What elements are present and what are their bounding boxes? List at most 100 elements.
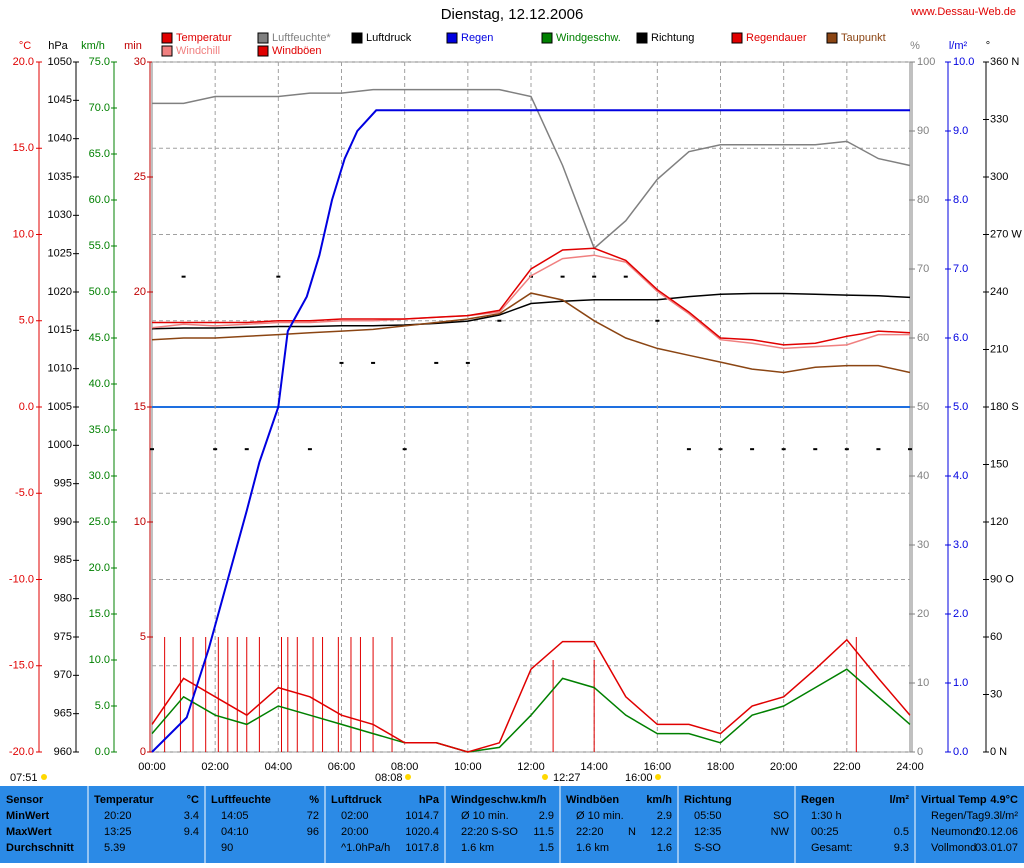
y-tick-label: 360 N: [990, 56, 1019, 68]
axis-title: %: [910, 40, 920, 52]
series-line: [151, 254, 910, 350]
table-cell: Durchschnitt: [6, 842, 74, 854]
axis-title: °C: [19, 40, 31, 52]
y-tick-label: 1010: [48, 363, 72, 375]
table-cell: Neumond: [931, 826, 979, 838]
y-tick-label: 20.0: [13, 56, 34, 68]
direction-dot: [465, 361, 470, 364]
y-tick-label: 6.0: [953, 332, 968, 344]
annotation: 07:51: [10, 772, 38, 784]
y-tick-label: 45.0: [89, 332, 110, 344]
table-cell: 13:25: [104, 826, 132, 838]
table-cell: 5.39: [104, 842, 125, 854]
table-cell: 9.3l/m²: [984, 810, 1018, 822]
y-tick-label: -5.0: [15, 487, 34, 499]
x-tick-label: 16:00: [644, 761, 672, 773]
table-cell: SO: [773, 810, 789, 822]
y-tick-label: 25: [134, 171, 146, 183]
y-tick-label: 15.0: [13, 142, 34, 154]
direction-dot: [402, 448, 407, 451]
y-tick-label: 0: [140, 746, 146, 758]
legend-swatch: [161, 32, 173, 44]
direction-dot: [592, 275, 597, 278]
y-tick-label: 60.0: [89, 194, 110, 206]
y-tick-label: 20: [917, 608, 929, 620]
x-tick-label: 18:00: [707, 761, 735, 773]
y-tick-label: 150: [990, 458, 1008, 470]
table-cell: 0.5: [894, 826, 909, 838]
y-tick-label: 70: [917, 263, 929, 275]
y-tick-label: 7.0: [953, 263, 968, 275]
direction-dot: [339, 361, 344, 364]
y-tick-label: 1040: [48, 133, 72, 145]
x-tick-label: 02:00: [201, 761, 229, 773]
y-tick-label: 75.0: [89, 56, 110, 68]
series-line: [151, 109, 910, 753]
sun-marker: [542, 774, 548, 780]
y-tick-label: 8.0: [953, 194, 968, 206]
legend-label: Windchill: [176, 45, 220, 57]
table-cell: 2.9: [657, 810, 672, 822]
y-tick-label: 50.0: [89, 286, 110, 298]
y-tick-label: 0.0: [95, 746, 110, 758]
y-tick-label: -20.0: [9, 746, 34, 758]
y-tick-label: 960: [54, 746, 72, 758]
y-tick-label: 1030: [48, 209, 72, 221]
y-tick-label: 9.0: [953, 125, 968, 137]
y-tick-label: 0.0: [953, 746, 968, 758]
direction-dot: [876, 448, 881, 451]
table-cell: 20.12.06: [975, 826, 1018, 838]
y-tick-label: 1050: [48, 56, 72, 68]
table-cell: 1.6 km: [576, 842, 609, 854]
table-cell: 1014.7: [405, 810, 439, 822]
direction-dot: [750, 448, 755, 451]
table-cell: 03.01.07: [975, 842, 1018, 854]
table-cell: 20:00: [341, 826, 369, 838]
table-cell: 3.4: [184, 810, 199, 822]
y-tick-label: 990: [54, 516, 72, 528]
y-tick-label: 35.0: [89, 424, 110, 436]
y-tick-label: 975: [54, 631, 72, 643]
axis-title: hPa: [48, 40, 68, 52]
table-header: °C: [187, 794, 199, 806]
y-tick-label: 5: [140, 631, 146, 643]
table-cell: 9.4: [184, 826, 199, 838]
y-tick-label: 65.0: [89, 148, 110, 160]
direction-dot: [181, 275, 186, 278]
y-tick-label: 965: [54, 708, 72, 720]
y-tick-label: 25.0: [89, 516, 110, 528]
table-cell: 1017.8: [405, 842, 439, 854]
x-tick-label: 10:00: [454, 761, 482, 773]
series-line: [152, 88, 911, 250]
table-cell: Regen/Tag: [931, 810, 984, 822]
y-tick-label: 1015: [48, 324, 72, 336]
y-tick-label: 60: [990, 631, 1002, 643]
y-tick-label: 0: [917, 746, 923, 758]
y-tick-label: 120: [990, 516, 1008, 528]
table-cell: 12:35: [694, 826, 722, 838]
axis-title: °: [986, 40, 990, 52]
x-tick-label: 20:00: [770, 761, 798, 773]
table-cell: Vollmond: [931, 842, 976, 854]
table-cell: 22:20: [461, 826, 489, 838]
axis-title: l/m²: [949, 40, 968, 52]
legend-label: Luftfeuchte*: [272, 32, 331, 44]
y-tick-label: 0 N: [990, 746, 1007, 758]
y-tick-label: 10.0: [953, 56, 974, 68]
series-line: [152, 247, 911, 346]
table-cell: MinWert: [6, 810, 50, 822]
table-cell: 22:20: [576, 826, 604, 838]
table-header: Regen: [801, 794, 835, 806]
table-header: Windböen: [566, 794, 619, 806]
x-tick-label: 12:00: [517, 761, 545, 773]
y-tick-label: 30: [917, 539, 929, 551]
table-cell: 90: [221, 842, 233, 854]
table-cell: N: [628, 826, 636, 838]
direction-dot: [718, 448, 723, 451]
y-tick-label: 270 W: [990, 228, 1022, 240]
y-tick-label: 985: [54, 554, 72, 566]
y-tick-label: 10.0: [13, 228, 34, 240]
direction-dot: [150, 448, 154, 451]
table-cell: 1.6: [657, 842, 672, 854]
